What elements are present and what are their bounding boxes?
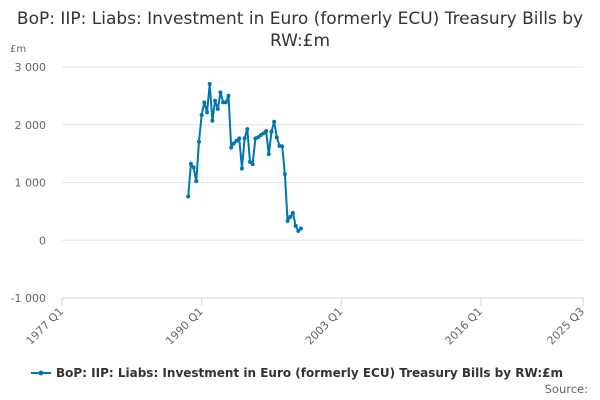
data-point bbox=[256, 135, 261, 140]
legend-label: BoP: IIP: Liabs: Investment in Euro (for… bbox=[56, 366, 564, 380]
data-point bbox=[210, 118, 215, 123]
y-tick-label: 0 bbox=[39, 234, 46, 247]
y-tick-label: 1 000 bbox=[15, 177, 47, 190]
data-point bbox=[202, 100, 207, 105]
data-point bbox=[288, 214, 293, 219]
data-point bbox=[266, 152, 271, 157]
data-point bbox=[261, 131, 266, 136]
data-point bbox=[299, 226, 304, 231]
legend[interactable]: BoP: IIP: Liabs: Investment in Euro (for… bbox=[30, 366, 563, 380]
x-tick-label: 2025 Q3 bbox=[545, 305, 588, 348]
y-tick-label: -1 000 bbox=[11, 292, 46, 305]
x-tick-label: 2003 Q1 bbox=[303, 305, 346, 348]
data-point bbox=[196, 139, 201, 144]
data-point bbox=[215, 107, 220, 112]
data-point bbox=[269, 129, 274, 134]
y-axis-unit: £m bbox=[10, 44, 27, 55]
data-point bbox=[293, 223, 298, 228]
data-point bbox=[226, 93, 231, 98]
source-label: Source: bbox=[544, 382, 588, 396]
data-point bbox=[274, 135, 279, 140]
data-point bbox=[207, 82, 212, 87]
data-point bbox=[194, 179, 199, 184]
series-line bbox=[187, 83, 302, 233]
data-point bbox=[247, 159, 252, 164]
data-point bbox=[296, 228, 301, 233]
data-point bbox=[282, 172, 287, 177]
x-tick-label: 2016 Q1 bbox=[443, 305, 486, 348]
data-point bbox=[242, 136, 247, 141]
data-point bbox=[188, 161, 193, 166]
legend-line-icon bbox=[31, 370, 51, 376]
data-point bbox=[213, 98, 218, 103]
data-point bbox=[280, 144, 285, 149]
data-point bbox=[191, 165, 196, 170]
data-point bbox=[231, 141, 236, 146]
data-point bbox=[223, 100, 228, 105]
data-point bbox=[239, 166, 244, 171]
x-tick-label: 1977 Q1 bbox=[24, 305, 67, 348]
y-tick-label: 3 000 bbox=[15, 61, 47, 74]
x-tick-label: 1990 Q1 bbox=[163, 305, 206, 348]
data-point bbox=[199, 113, 204, 118]
data-point bbox=[272, 119, 277, 124]
y-tick-label: 2 000 bbox=[15, 119, 47, 132]
chart-title: BoP: IIP: Liabs: Investment in Euro (for… bbox=[16, 9, 584, 51]
data-point bbox=[186, 194, 191, 199]
data-point bbox=[229, 145, 234, 150]
data-point bbox=[218, 90, 223, 95]
data-point bbox=[264, 129, 269, 134]
data-point bbox=[245, 127, 250, 132]
data-point bbox=[285, 218, 290, 223]
data-point bbox=[237, 136, 242, 141]
data-point bbox=[234, 138, 239, 143]
data-point bbox=[205, 110, 210, 115]
data-point bbox=[290, 210, 295, 215]
data-point bbox=[250, 162, 255, 167]
